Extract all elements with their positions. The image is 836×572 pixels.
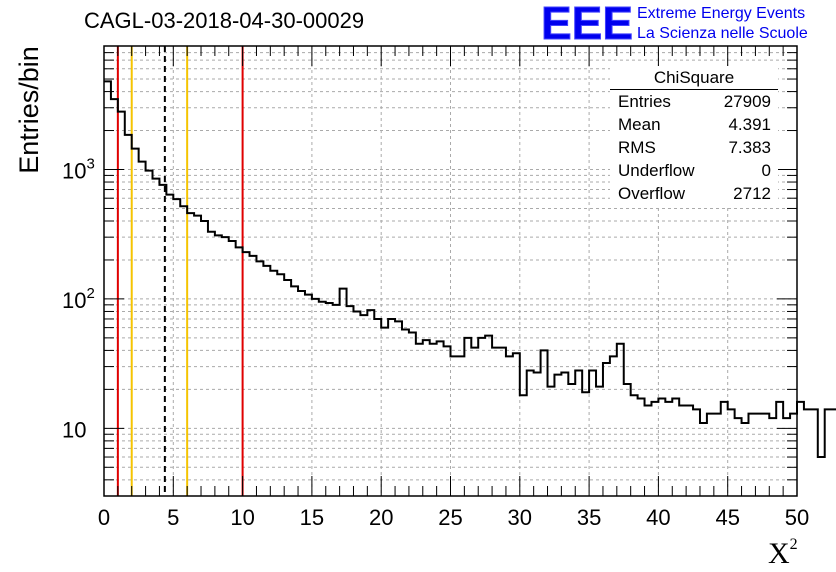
x-tick-label: 35 bbox=[577, 505, 601, 530]
tick-labels: 0 5 10 15 20 25 30 35 40 45 50 10 102 103 bbox=[62, 155, 809, 530]
stats-label: RMS bbox=[618, 138, 656, 157]
x-axis-label-sup: 2 bbox=[789, 536, 798, 553]
x-tick-label: 30 bbox=[508, 505, 532, 530]
run-title: CAGL-03-2018-04-30-00029 bbox=[84, 8, 365, 33]
stats-value: 27909 bbox=[723, 92, 771, 111]
stats-box: ChiSquare Entries 27909 Mean 4.391 RMS 7.38… bbox=[610, 66, 778, 205]
reference-lines bbox=[116, 46, 244, 496]
x-tick-label: 0 bbox=[98, 505, 110, 530]
logo-mark: EEE bbox=[541, 1, 633, 45]
logo-line-1: Extreme Energy Events bbox=[637, 5, 806, 22]
stats-row-mean: Mean 4.391 bbox=[610, 113, 778, 136]
stats-label: Mean bbox=[618, 115, 661, 134]
x-tick-label: 25 bbox=[438, 505, 462, 530]
y-axis-label: Entries/bin bbox=[14, 46, 44, 174]
x-tick-label: 45 bbox=[715, 505, 739, 530]
stats-value: 7.383 bbox=[728, 138, 771, 157]
y-tick-label: 102 bbox=[62, 285, 95, 313]
y-tick-label: 10 bbox=[62, 417, 86, 442]
stats-title: ChiSquare bbox=[610, 66, 778, 90]
stats-label: Entries bbox=[618, 92, 671, 111]
axis-ticks bbox=[103, 46, 798, 496]
x-tick-label: 5 bbox=[167, 505, 179, 530]
x-tick-label: 20 bbox=[369, 505, 393, 530]
logo-line-2: La Scienza nelle Scuole bbox=[637, 25, 808, 42]
x-axis-label-base: X bbox=[768, 537, 790, 570]
stats-value: 0 bbox=[761, 161, 771, 180]
logo-text: Extreme Energy Events La Scienza nelle S… bbox=[637, 4, 808, 44]
stats-row-underflow: Underflow 0 bbox=[610, 159, 778, 182]
stats-row-entries: Entries 27909 bbox=[610, 90, 778, 113]
stats-label: Underflow bbox=[618, 161, 695, 180]
histogram-series bbox=[104, 80, 836, 459]
x-tick-label: 15 bbox=[300, 505, 324, 530]
x-tick-label: 50 bbox=[785, 505, 809, 530]
stats-label: Overflow bbox=[618, 184, 686, 203]
stats-row-overflow: Overflow 2712 bbox=[610, 182, 778, 205]
x-tick-label: 40 bbox=[646, 505, 670, 530]
x-axis-label: X2 bbox=[768, 536, 798, 571]
y-tick-label: 103 bbox=[62, 155, 95, 183]
stats-value: 2712 bbox=[733, 184, 771, 203]
stats-row-rms: RMS 7.383 bbox=[610, 136, 778, 159]
eee-logo: EEE bbox=[541, 1, 634, 45]
stats-value: 4.391 bbox=[728, 115, 771, 134]
x-tick-label: 10 bbox=[230, 505, 254, 530]
